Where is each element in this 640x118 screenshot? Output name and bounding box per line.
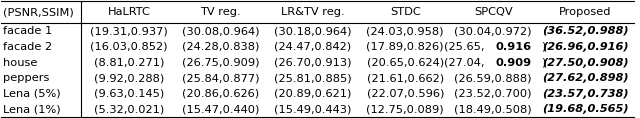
Text: (12.75,0.089): (12.75,0.089) [367, 104, 444, 114]
Text: (30.08,0.964): (30.08,0.964) [182, 26, 259, 36]
Text: Lena (1%): Lena (1%) [3, 104, 61, 114]
Text: (20.89,0.621): (20.89,0.621) [274, 89, 351, 99]
Text: (19.31,0.937): (19.31,0.937) [90, 26, 168, 36]
Text: (24.03,0.958): (24.03,0.958) [367, 26, 444, 36]
Text: (26.75,0.909): (26.75,0.909) [182, 58, 259, 67]
Text: (8.81,0.271): (8.81,0.271) [93, 58, 164, 67]
Text: peppers: peppers [3, 73, 50, 83]
Text: Proposed: Proposed [559, 7, 612, 17]
Text: Lena (5%): Lena (5%) [3, 89, 61, 99]
Text: (9.92,0.288): (9.92,0.288) [93, 73, 164, 83]
Text: (15.47,0.440): (15.47,0.440) [182, 104, 259, 114]
Text: (5.32,0.021): (5.32,0.021) [93, 104, 164, 114]
Text: (18.49,0.508): (18.49,0.508) [454, 104, 532, 114]
Text: (16.03,0.852): (16.03,0.852) [90, 42, 168, 52]
Text: (22.07,0.596): (22.07,0.596) [367, 89, 444, 99]
Text: ): ) [541, 42, 546, 52]
Text: HaLRTC: HaLRTC [108, 7, 150, 17]
Text: 0.909: 0.909 [495, 58, 531, 67]
Text: (26.59,0.888): (26.59,0.888) [454, 73, 532, 83]
Text: (15.49,0.443): (15.49,0.443) [274, 104, 351, 114]
Text: ): ) [541, 58, 546, 67]
Text: (19.68,0.565): (19.68,0.565) [542, 104, 629, 114]
Text: (25.81,0.885): (25.81,0.885) [274, 73, 351, 83]
Text: (27.04,: (27.04, [444, 58, 484, 67]
Text: (24.47,0.842): (24.47,0.842) [275, 42, 351, 52]
Text: (25.84,0.877): (25.84,0.877) [182, 73, 259, 83]
Text: (20.86,0.626): (20.86,0.626) [182, 89, 259, 99]
Text: (27.50,0.908): (27.50,0.908) [542, 58, 629, 67]
Text: LR&TV reg.: LR&TV reg. [281, 7, 345, 17]
Text: (PSNR,SSIM): (PSNR,SSIM) [3, 7, 74, 17]
Text: TV reg.: TV reg. [200, 7, 241, 17]
Text: (27.62,0.898): (27.62,0.898) [542, 73, 629, 83]
Text: (23.52,0.700): (23.52,0.700) [454, 89, 532, 99]
Text: (9.63,0.145): (9.63,0.145) [93, 89, 164, 99]
Text: (20.65,0.624): (20.65,0.624) [367, 58, 444, 67]
Text: facade 1: facade 1 [3, 26, 52, 36]
Text: (25.65,: (25.65, [444, 42, 484, 52]
Text: (24.28,0.838): (24.28,0.838) [182, 42, 259, 52]
Text: (30.04,0.972): (30.04,0.972) [454, 26, 532, 36]
Text: (17.89,0.826): (17.89,0.826) [367, 42, 444, 52]
Text: (21.61,0.662): (21.61,0.662) [367, 73, 444, 83]
Text: (36.52,0.988): (36.52,0.988) [542, 26, 629, 36]
Text: facade 2: facade 2 [3, 42, 52, 52]
Text: (26.70,0.913): (26.70,0.913) [274, 58, 351, 67]
Text: (30.18,0.964): (30.18,0.964) [274, 26, 351, 36]
Text: (26.96,0.916): (26.96,0.916) [542, 42, 629, 52]
Text: SPCQV: SPCQV [474, 7, 513, 17]
Text: (23.57,0.738): (23.57,0.738) [542, 89, 629, 99]
Text: 0.916: 0.916 [495, 42, 532, 52]
Text: house: house [3, 58, 38, 67]
Text: STDC: STDC [390, 7, 420, 17]
